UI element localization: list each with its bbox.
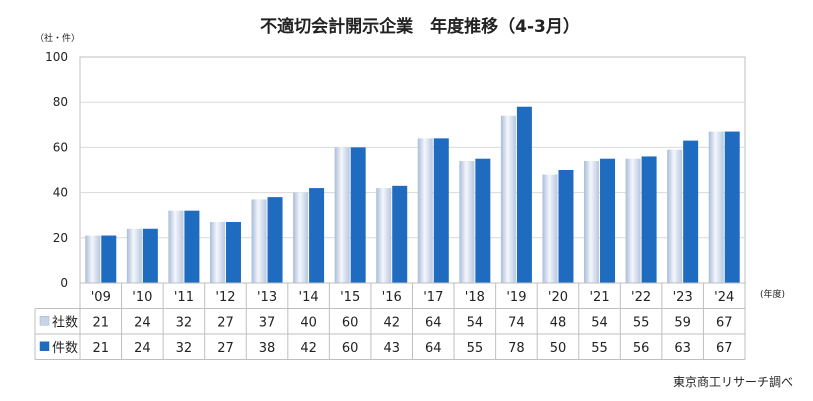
table-cell: 48: [550, 315, 567, 330]
bars: [85, 106, 740, 283]
table-cell: 60: [342, 315, 359, 330]
y-tick-label: 100: [45, 50, 68, 64]
table-cell: 63: [674, 341, 691, 356]
x-tick-label: '15: [340, 290, 360, 305]
table-cell: 21: [93, 315, 110, 330]
bar-companies: [209, 221, 225, 283]
bar-cases: [392, 185, 408, 283]
table-cell: 60: [342, 341, 359, 356]
table-cell: 50: [550, 341, 567, 356]
table-cell: 32: [176, 315, 193, 330]
bar-companies: [376, 188, 392, 283]
bar-cases: [683, 140, 699, 283]
x-tick-label: '20: [548, 290, 568, 305]
x-tick-label: '24: [714, 290, 734, 305]
bar-cases: [475, 158, 491, 283]
table-cell: 54: [591, 315, 608, 330]
y-axis-unit: （社・件）: [35, 32, 80, 44]
x-tick-label: '23: [673, 290, 693, 305]
source-note: 東京商工リサーチ調べ: [673, 374, 793, 389]
x-tick-label: '14: [299, 290, 319, 305]
table-cell: 55: [633, 315, 650, 330]
table-cell: 64: [425, 341, 442, 356]
bar-companies: [584, 160, 600, 283]
table-cell: 67: [716, 341, 733, 356]
y-tick-label: 60: [53, 140, 68, 154]
legend-label: 件数: [52, 341, 78, 356]
table-cell: 32: [176, 341, 193, 356]
x-tick-label: '11: [174, 290, 194, 305]
x-tick-label: '13: [257, 290, 277, 305]
bar-companies: [417, 138, 433, 283]
table-cell: 54: [467, 315, 484, 330]
bar-cases: [600, 158, 616, 283]
y-tick-label: 0: [60, 276, 68, 290]
y-tick-label: 20: [53, 231, 68, 245]
table-cell: 24: [134, 315, 151, 330]
bar-cases: [142, 228, 158, 283]
x-tick-label: '16: [382, 290, 402, 305]
bar-cases: [350, 147, 366, 283]
table-cell: 42: [383, 315, 400, 330]
x-tick-label: '10: [132, 290, 152, 305]
bar-companies: [500, 115, 516, 283]
bar-cases: [724, 131, 740, 283]
table-cell: 27: [217, 315, 234, 330]
bar-cases: [558, 170, 574, 283]
table-cell: 59: [674, 315, 691, 330]
data-table: '09 '10 '11 '12 '13 '14 '15 '16 '17 '18 '19 '20 '21 '…: [34, 282, 746, 360]
bar-companies: [625, 158, 641, 283]
bar-cases: [309, 188, 325, 283]
bar-cases: [516, 106, 532, 283]
bar-companies: [126, 228, 142, 283]
table-cell: 56: [633, 341, 650, 356]
bar-cases: [225, 221, 241, 283]
bar-cases: [641, 156, 657, 283]
x-tick-label: '17: [423, 290, 443, 305]
table-cell: 42: [300, 341, 317, 356]
table-cell: 38: [259, 341, 276, 356]
bar-companies: [293, 192, 309, 283]
table-cell: 21: [93, 341, 110, 356]
bar-companies: [334, 147, 350, 283]
bar-cases: [101, 235, 117, 283]
bar-companies: [459, 160, 475, 283]
table-cell: 55: [591, 341, 608, 356]
table-cell: 67: [716, 315, 733, 330]
legend-swatch: [39, 316, 50, 326]
y-axis-ticks: 0 20 40 60 80 100: [45, 50, 68, 290]
legend-swatch: [39, 341, 50, 351]
x-tick-label: '12: [215, 290, 235, 305]
table-cell: 78: [508, 341, 525, 356]
x-tick-label: '19: [506, 290, 526, 305]
chart-title: 不適切会計開示企業 年度推移（4-3月）: [260, 16, 580, 37]
x-tick-label: '22: [631, 290, 651, 305]
bar-companies: [168, 210, 184, 283]
x-tick-label: '09: [91, 290, 111, 305]
bar-cases: [184, 210, 200, 283]
bar-cases: [433, 138, 449, 283]
table-cell: 24: [134, 341, 151, 356]
bar-companies: [708, 131, 724, 283]
table-cell: 27: [217, 341, 234, 356]
bar-companies: [667, 149, 683, 283]
bar-companies: [251, 199, 267, 283]
table-cell: 40: [300, 315, 317, 330]
legend-label: 社数: [52, 314, 78, 330]
bar-companies: [542, 174, 558, 283]
table-cell: 43: [383, 341, 400, 356]
x-axis-unit: (年度): [760, 288, 785, 300]
y-tick-label: 40: [53, 186, 68, 200]
table-cell: 64: [425, 315, 442, 330]
x-tick-label: '21: [589, 290, 609, 305]
table-cell: 55: [467, 341, 484, 356]
table-cell: 74: [508, 315, 525, 330]
bar-cases: [267, 197, 283, 283]
y-tick-label: 80: [53, 95, 68, 109]
table-cell: 37: [259, 315, 276, 330]
bar-companies: [85, 235, 101, 283]
x-tick-label: '18: [465, 290, 485, 305]
